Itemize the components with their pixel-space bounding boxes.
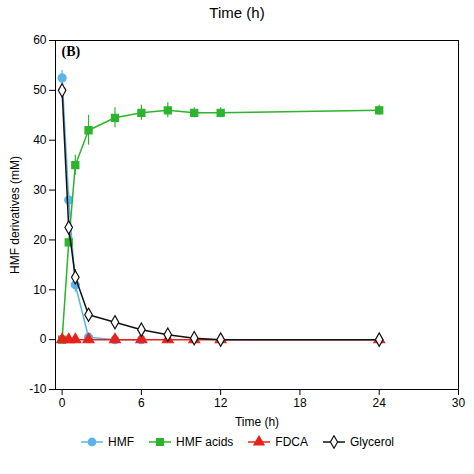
svg-text:20: 20 <box>33 233 47 247</box>
svg-text:18: 18 <box>293 396 307 410</box>
svg-text:30: 30 <box>33 183 47 197</box>
svg-text:12: 12 <box>214 396 228 410</box>
svg-text:-10: -10 <box>29 382 47 396</box>
svg-text:(B): (B) <box>62 44 81 60</box>
html-text:Time (h): Time (h) <box>209 4 265 21</box>
svg-text:0: 0 <box>40 332 47 346</box>
svg-text:Time (h): Time (h) <box>235 415 279 429</box>
svg-text:10: 10 <box>33 283 47 297</box>
svg-text:30: 30 <box>452 396 466 410</box>
svg-text:60: 60 <box>33 33 47 47</box>
svg-text:0: 0 <box>59 396 66 410</box>
svg-text:50: 50 <box>33 83 47 97</box>
html-text:HMF: HMF <box>108 435 134 449</box>
svg-text:HMF derivatives (mM): HMF derivatives (mM) <box>8 156 22 274</box>
html-text:HMF acids: HMF acids <box>176 435 234 449</box>
html-text:FDCA: FDCA <box>275 435 308 449</box>
svg-text:40: 40 <box>33 133 47 147</box>
html-text:Glycerol: Glycerol <box>350 435 394 449</box>
svg-text:24: 24 <box>373 396 387 410</box>
svg-text:6: 6 <box>138 396 145 410</box>
